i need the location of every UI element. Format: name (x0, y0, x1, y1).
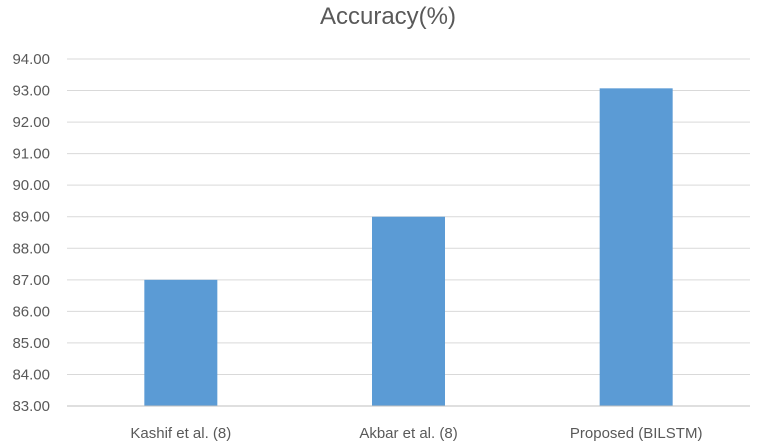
bar (144, 279, 218, 406)
x-category-label: Proposed (BILSTM) (570, 425, 703, 442)
y-tick-label: 84.00 (12, 366, 50, 383)
x-category-label: Akbar et al. (8) (359, 425, 457, 442)
bar (599, 88, 673, 406)
y-axis-ticks: 83.00 84.00 85.00 86.00 87.00 88.00 89.00 90.00… (12, 51, 50, 415)
y-tick-label: 86.00 (12, 303, 50, 320)
x-axis-labels: Kashif et al. (8) Akbar et al. (8) Propose… (130, 425, 702, 442)
y-tick-label: 90.00 (12, 177, 50, 194)
y-tick-label: 85.00 (12, 335, 50, 352)
bar (372, 216, 445, 406)
x-category-label: Kashif et al. (8) (130, 425, 231, 442)
y-tick-label: 94.00 (12, 51, 50, 68)
y-tick-label: 93.00 (12, 83, 50, 100)
chart-title: Accuracy(%) (320, 3, 456, 30)
y-tick-label: 91.00 (12, 146, 50, 163)
y-tick-label: 92.00 (12, 114, 50, 131)
y-tick-label: 89.00 (12, 209, 50, 226)
y-tick-label: 87.00 (12, 272, 50, 289)
y-tick-label: 88.00 (12, 240, 50, 257)
y-tick-label: 83.00 (12, 398, 50, 415)
bars (144, 88, 673, 406)
